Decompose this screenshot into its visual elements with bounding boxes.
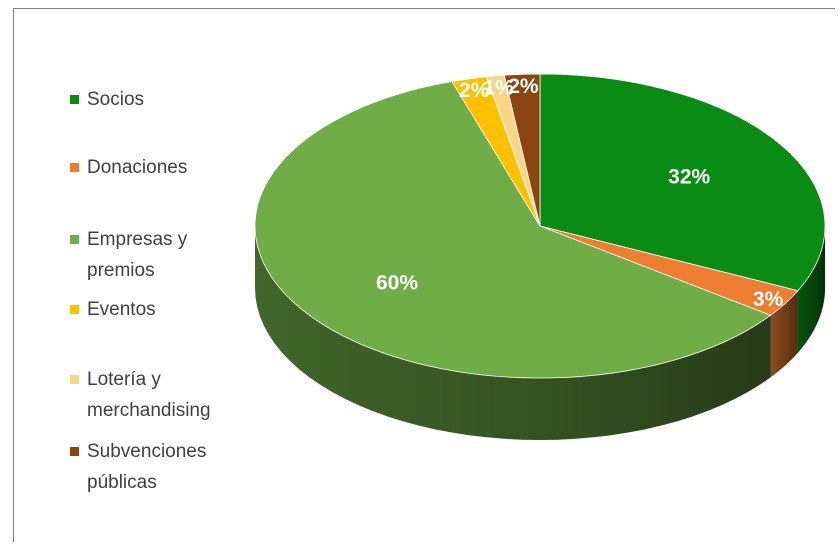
legend-swatch bbox=[70, 305, 79, 314]
pie-slice-subvenciones-publicas bbox=[503, 73, 541, 227]
legend-item-donaciones: Donaciones bbox=[70, 152, 187, 183]
legend-swatch bbox=[70, 375, 79, 384]
legend-swatch bbox=[70, 163, 79, 172]
data-label-loteria-y-merchandising: 1% bbox=[483, 76, 514, 99]
data-label-socios: 32% bbox=[668, 166, 710, 189]
pie-side-donaciones-shade bbox=[770, 290, 798, 378]
legend-swatch bbox=[70, 447, 79, 456]
pie-slice-empresas-y-premios bbox=[254, 80, 772, 379]
pie-sides bbox=[255, 226, 825, 440]
data-label-empresas-y-premios: 60% bbox=[376, 271, 418, 294]
legend-swatch bbox=[70, 235, 79, 244]
pie-data-labels: 32% 3% 60% 2%1%2% bbox=[376, 75, 784, 311]
pie-side-empresas-y-premios-shade bbox=[255, 226, 771, 440]
pie-tops bbox=[254, 73, 826, 379]
legend-swatch bbox=[70, 95, 79, 104]
data-label-donaciones: 3% bbox=[753, 288, 784, 311]
legend-label: Donaciones bbox=[87, 157, 188, 178]
pie-side-socios-shade bbox=[797, 226, 825, 353]
legend-label: Empresas y premios bbox=[87, 229, 188, 281]
legend-label: Socios bbox=[87, 89, 145, 110]
data-label-eventos: 2% bbox=[459, 79, 490, 102]
legend-item-socios: Socios bbox=[70, 84, 144, 115]
data-label-subvenciones-publicas: 2% bbox=[508, 75, 539, 98]
legend-item-empresas-y-premios: Empresas y premios bbox=[70, 224, 187, 286]
legend-item-loteria-y-merchandising: Lotería y merchandising bbox=[70, 364, 211, 426]
legend-item-eventos: Eventos bbox=[70, 294, 156, 325]
legend-label: Lotería y merchandising bbox=[87, 369, 211, 421]
legend-label: Subvenciones públicas bbox=[87, 441, 207, 493]
pie-slice-socios bbox=[539, 73, 826, 292]
legend-label: Eventos bbox=[87, 299, 156, 320]
legend-item-subvenciones-publicas: Subvenciones públicas bbox=[70, 436, 206, 498]
